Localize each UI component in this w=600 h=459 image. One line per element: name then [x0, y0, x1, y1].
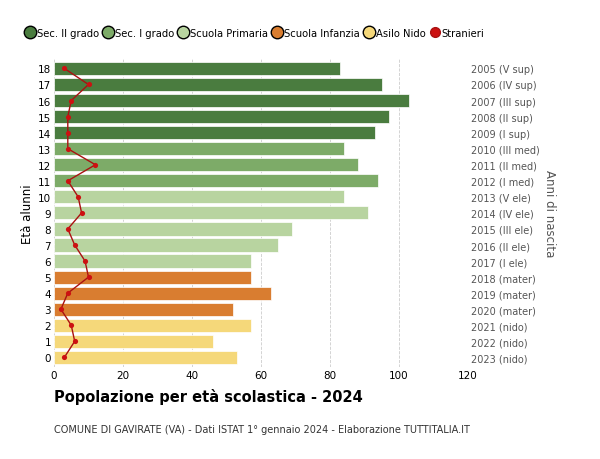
Bar — [54, 79, 382, 92]
Bar — [54, 63, 340, 76]
Point — [56, 306, 66, 313]
Point — [63, 114, 73, 121]
Point — [63, 290, 73, 297]
Legend: Sec. II grado, Sec. I grado, Scuola Primaria, Scuola Infanzia, Asilo Nido, Stran: Sec. II grado, Sec. I grado, Scuola Prim… — [26, 29, 485, 39]
Bar — [54, 175, 378, 188]
Point — [70, 338, 79, 345]
Point — [67, 98, 76, 105]
Bar — [54, 143, 344, 156]
Y-axis label: Anni di nascita: Anni di nascita — [543, 170, 556, 257]
Bar — [54, 239, 278, 252]
Bar — [54, 303, 233, 316]
Bar — [54, 255, 251, 268]
Point — [67, 322, 76, 329]
Point — [70, 242, 79, 249]
Bar — [54, 95, 409, 108]
Bar — [54, 111, 389, 124]
Point — [59, 66, 69, 73]
Point — [59, 354, 69, 361]
Point — [80, 258, 90, 265]
Bar — [54, 319, 251, 332]
Point — [84, 274, 94, 281]
Bar — [54, 223, 292, 236]
Bar — [54, 271, 251, 284]
Point — [84, 82, 94, 89]
Point — [63, 226, 73, 233]
Bar — [54, 159, 358, 172]
Bar — [54, 351, 237, 364]
Point — [73, 194, 83, 201]
Bar — [54, 127, 375, 140]
Y-axis label: Età alunni: Età alunni — [21, 184, 34, 243]
Point — [63, 146, 73, 153]
Bar — [54, 287, 271, 300]
Point — [63, 178, 73, 185]
Bar — [54, 335, 212, 348]
Point — [77, 210, 86, 217]
Bar — [54, 191, 344, 204]
Text: Popolazione per età scolastica - 2024: Popolazione per età scolastica - 2024 — [54, 388, 363, 404]
Text: COMUNE DI GAVIRATE (VA) - Dati ISTAT 1° gennaio 2024 - Elaborazione TUTTITALIA.I: COMUNE DI GAVIRATE (VA) - Dati ISTAT 1° … — [54, 425, 470, 435]
Point — [91, 162, 100, 169]
Point — [63, 130, 73, 137]
Bar — [54, 207, 368, 220]
